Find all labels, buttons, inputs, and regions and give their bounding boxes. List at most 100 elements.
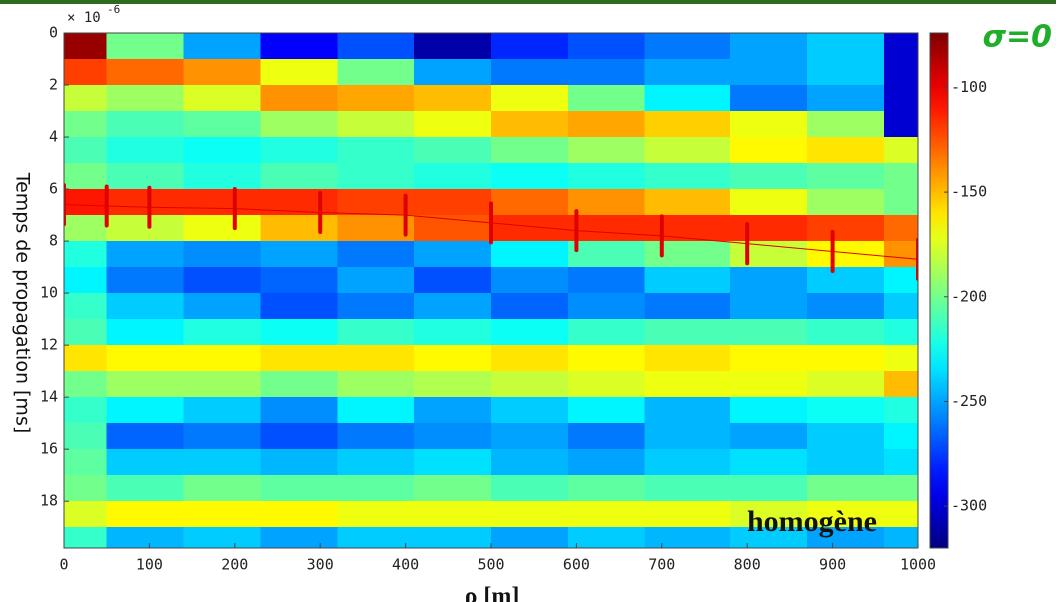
heatmap-cell: [644, 241, 731, 268]
heatmap-cell: [337, 449, 415, 476]
heatmap-cell: [64, 501, 108, 528]
heatmap-cell: [491, 475, 569, 502]
y-tick-label: 12: [40, 336, 58, 354]
heatmap-cell: [64, 85, 108, 112]
heatmap-cell: [414, 527, 492, 548]
x-tick-label: 200: [221, 556, 248, 574]
heatmap-cell: [806, 267, 885, 294]
heatmap-cell: [64, 111, 108, 138]
colorbar-tick-label: -100: [951, 78, 987, 96]
heatmap-cell: [183, 501, 261, 528]
heatmap-cell: [883, 527, 918, 548]
y-axis-label: Temps de propagation [ms]: [12, 172, 34, 434]
heatmap-cell: [414, 241, 492, 268]
heatmap-cell: [730, 527, 808, 548]
heatmap-cell: [106, 241, 185, 268]
heatmap-cell: [644, 423, 731, 450]
x-tick-label: 0: [59, 556, 68, 574]
heatmap-cell: [644, 59, 731, 86]
y-multiplier: × 10: [67, 10, 101, 26]
y-multiplier-exp: -6: [107, 3, 120, 16]
heatmap-cell: [183, 293, 261, 320]
heatmap-cell: [106, 319, 185, 346]
heatmap-cell: [106, 85, 185, 112]
heatmap-cell: [337, 85, 415, 112]
colorbar: [929, 32, 949, 549]
heatmap-cell: [260, 59, 338, 86]
heatmap-cell: [183, 85, 261, 112]
heatmap-cell: [883, 293, 918, 320]
heatmap-cell: [644, 111, 731, 138]
heatmap-cell: [806, 293, 885, 320]
heatmap-cell: [730, 111, 808, 138]
heatmap-cell: [64, 163, 108, 190]
heatmap-cell: [567, 475, 646, 502]
heatmap-cell: [337, 501, 415, 528]
heatmap-cell: [106, 189, 185, 216]
heatmap-cell: [106, 137, 185, 164]
heatmap-cell: [883, 319, 918, 346]
heatmap-cell: [64, 59, 108, 86]
heatmap-cell: [183, 449, 261, 476]
heatmap-cell: [64, 319, 108, 346]
y-tick-label: 0: [49, 24, 58, 42]
heatmap-cell: [567, 423, 646, 450]
heatmap-cell: [106, 345, 185, 372]
y-tick-label: 18: [40, 492, 58, 510]
x-tick-label: 800: [734, 556, 761, 574]
heatmap-cell: [260, 501, 338, 528]
heatmap-cell: [337, 267, 415, 294]
heatmap-cell: [260, 215, 338, 242]
heatmap-cell: [64, 215, 108, 242]
heatmap-cell: [883, 475, 918, 502]
heatmap-cell: [883, 85, 918, 112]
heatmap-cell: [183, 215, 261, 242]
heatmap-cell: [260, 137, 338, 164]
heatmap-cell: [64, 475, 108, 502]
heatmap-cell: [183, 527, 261, 548]
heatmap-cell: [806, 189, 885, 216]
y-tick-label: 4: [49, 128, 58, 146]
heatmap-cell: [567, 501, 646, 528]
heatmap-cell: [64, 527, 108, 548]
heatmap-cell: [337, 59, 415, 86]
heatmap-cell: [806, 111, 885, 138]
heatmap-cell: [806, 423, 885, 450]
heatmap-cell: [806, 475, 885, 502]
heatmap-cell: [806, 397, 885, 424]
heatmap-cell: [567, 215, 646, 242]
heatmap-cell: [730, 163, 808, 190]
heatmap-cell: [106, 293, 185, 320]
heatmap-cell: [806, 59, 885, 86]
heatmap-cell: [491, 397, 569, 424]
heatmap-cell: [260, 527, 338, 548]
heatmap-cell: [414, 475, 492, 502]
heatmap-cell: [183, 111, 261, 138]
heatmap-cell: [883, 163, 918, 190]
heatmap-cell: [337, 111, 415, 138]
heatmap-cell: [414, 267, 492, 294]
x-tick-label: 900: [819, 556, 846, 574]
x-tick-label: 500: [477, 556, 504, 574]
heatmap-cell: [644, 527, 731, 548]
y-tick-label: 14: [40, 388, 58, 406]
heatmap-cell: [260, 267, 338, 294]
heatmap-cell: [260, 345, 338, 372]
arrival-trend: [64, 204, 918, 260]
heatmap-cell: [414, 33, 492, 60]
heatmap-cell: [806, 33, 885, 60]
heatmap-cell: [491, 85, 569, 112]
heatmap-cell: [883, 189, 918, 216]
heatmap-cell: [337, 397, 415, 424]
heatmap-cell: [806, 449, 885, 476]
heatmap-cell: [491, 423, 569, 450]
case-annotation: homogène: [747, 505, 877, 538]
heatmap-cell: [491, 33, 569, 60]
heatmap-cell: [64, 397, 108, 424]
heatmap-cell: [260, 293, 338, 320]
heatmap-cell: [491, 137, 569, 164]
heatmap-cell: [414, 59, 492, 86]
heatmap-cell: [730, 501, 808, 528]
heatmap-cell: [337, 345, 415, 372]
heatmap-cell: [64, 449, 108, 476]
